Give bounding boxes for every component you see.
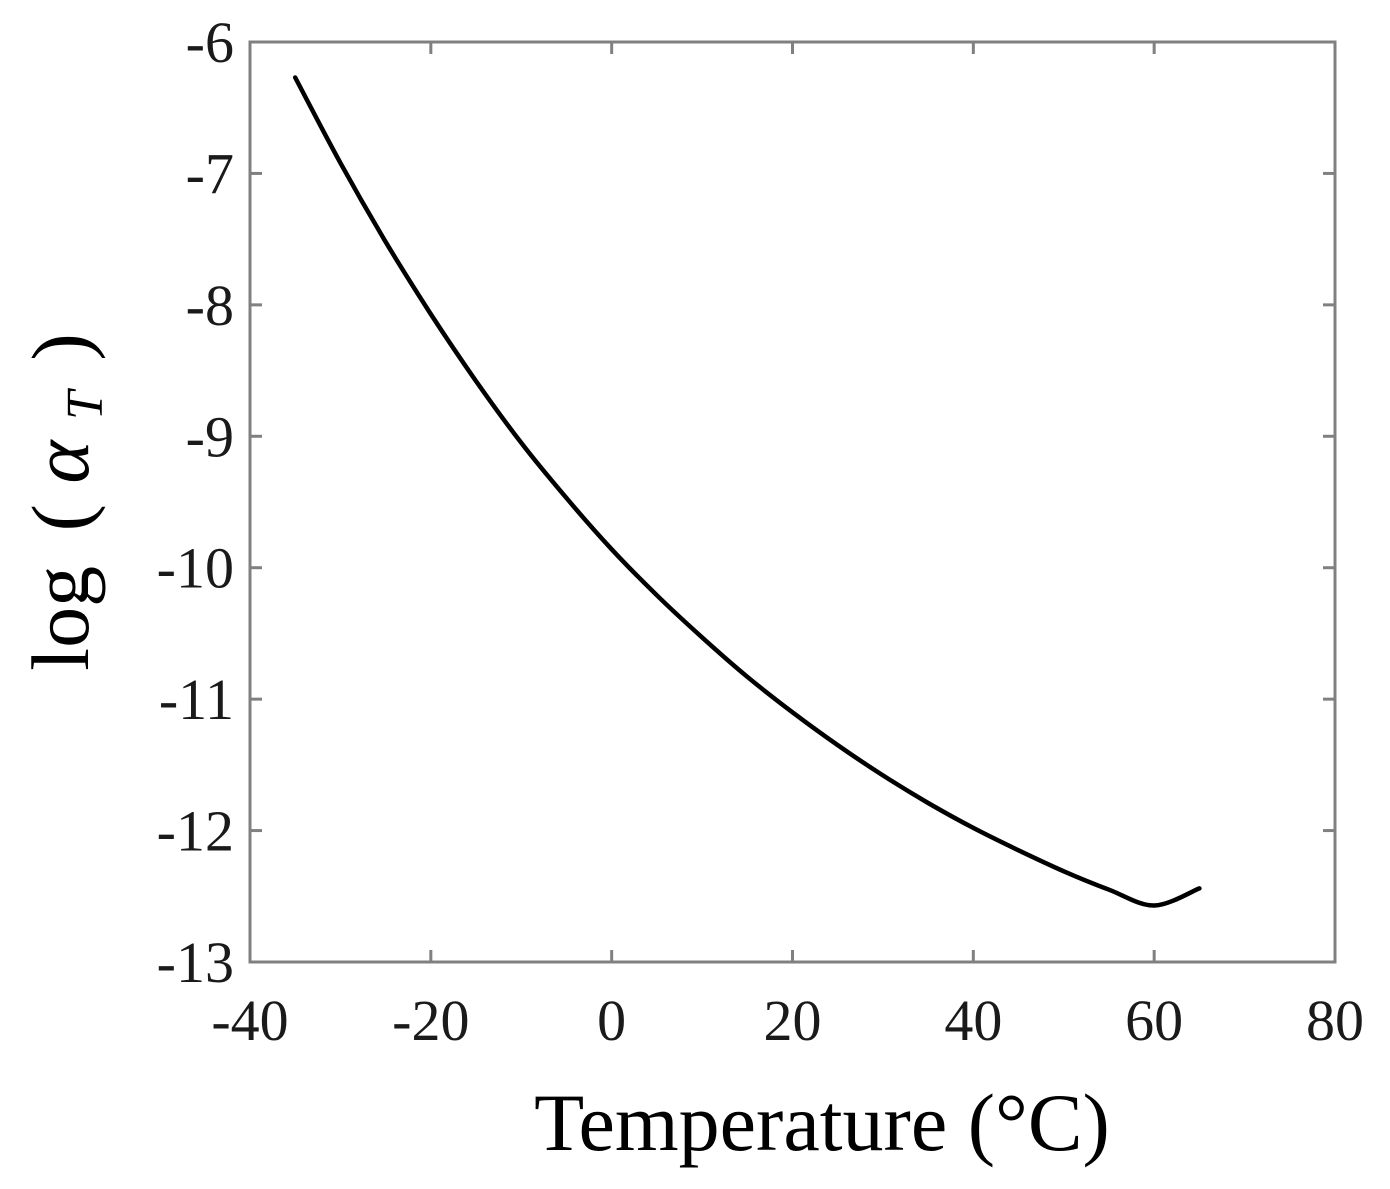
x-tick-label-4: 40 [944,988,1002,1053]
x-tick-label-1: -20 [392,988,469,1053]
y-axis-title-subscript: T [57,388,114,420]
x-tick-label-6: 80 [1306,988,1364,1053]
series-line [292,75,1202,908]
y-axis-title: log ( α T ) [15,333,120,670]
x-tick-label-0: -40 [211,988,288,1053]
y-tick-label-7: -13 [157,930,234,995]
y-axis-title-alpha: α [15,439,106,484]
y-axis-title-open: ( [15,504,106,531]
y-tick-label-5: -11 [159,667,234,732]
y-tick-label-6: -12 [157,799,234,864]
tick-labels: -40 -20 0 20 40 60 80 -6 -7 -8 -9 -10 -11 -12 -13 [157,10,1364,1053]
x-tick-label-3: 20 [764,988,822,1053]
y-axis-title-close: ) [15,333,106,360]
y-tick-label-0: -6 [186,10,234,75]
x-axis-title: Temperature (°C) [534,1077,1110,1168]
y-tick-label-4: -10 [157,536,234,601]
ticks [248,40,1337,964]
y-tick-label-3: -9 [186,404,234,469]
x-tick-label-2: 0 [597,988,626,1053]
y-tick-label-2: -8 [186,273,234,338]
y-axis-title-log: log [15,566,106,671]
plot-frame [248,40,1337,964]
y-tick-label-1: -7 [186,141,234,206]
x-tick-label-5: 60 [1125,988,1183,1053]
